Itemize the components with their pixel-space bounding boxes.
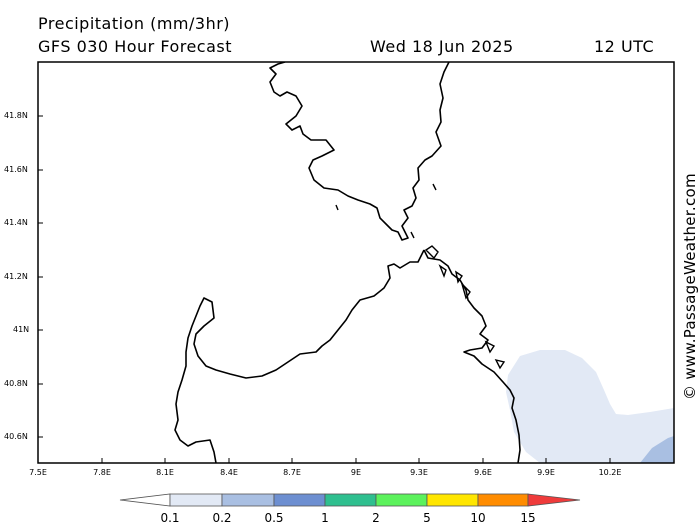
colorbar-segment <box>324 493 377 507</box>
colorbar-label: 15 <box>520 511 536 525</box>
colorbar-segment <box>221 493 275 507</box>
colorbar-right-arrow <box>527 493 581 507</box>
colorbar-label: 2 <box>372 511 380 525</box>
lat-label: 40.8N <box>4 379 28 388</box>
lat-label: 41.2N <box>4 272 28 281</box>
sardinia-north-coast <box>174 249 425 463</box>
colorbar-label: 5 <box>423 511 431 525</box>
colorbar-segment <box>169 493 223 507</box>
lat-label: 41.4N <box>4 218 28 227</box>
lon-label: 9.9E <box>537 468 555 477</box>
precip-light-area <box>506 350 674 463</box>
forecast-time: 12 UTC <box>594 37 655 56</box>
colorbar-label: 0.1 <box>160 511 180 525</box>
sardinia-islands <box>424 245 506 370</box>
site-credit: © www.PassageWeather.com <box>681 173 699 400</box>
lon-ticks <box>37 458 611 463</box>
lon-label: 9.3E <box>410 468 428 477</box>
corsica-tip-islets <box>335 183 437 239</box>
lon-label: 8.4E <box>220 468 238 477</box>
lon-label: 8.7E <box>283 468 301 477</box>
lon-label: 10.2E <box>598 468 622 477</box>
lon-label: 9E <box>350 468 362 477</box>
precip-medium-area <box>640 436 674 463</box>
sardinia-coastline <box>423 249 521 463</box>
colorbar <box>119 493 581 507</box>
lon-label: 8.1E <box>156 468 174 477</box>
lat-label: 40.6N <box>4 432 28 441</box>
lat-label: 41.8N <box>4 111 28 120</box>
lon-label: 7.8E <box>93 468 111 477</box>
colorbar-left-arrow <box>119 493 171 507</box>
colorbar-segment <box>375 493 428 507</box>
colorbar-label: 10 <box>470 511 486 525</box>
corsica-coastline <box>269 62 450 241</box>
colorbar-label: 0.2 <box>212 511 232 525</box>
lat-ticks <box>38 115 43 438</box>
lat-label: 41.6N <box>4 165 28 174</box>
forecast-subtitle: GFS 030 Hour Forecast <box>38 37 233 56</box>
colorbar-segment <box>273 493 326 507</box>
forecast-date: Wed 18 Jun 2025 <box>370 37 514 56</box>
colorbar-label: 1 <box>321 511 329 525</box>
lat-label: 41N <box>13 325 30 334</box>
map-area <box>174 62 674 463</box>
colorbar-label: 0.5 <box>264 511 284 525</box>
colorbar-segment <box>477 493 529 507</box>
lon-label: 7.5E <box>29 468 47 477</box>
map-title: Precipitation (mm/3hr) <box>38 14 231 33</box>
colorbar-segment <box>426 493 479 507</box>
lon-label: 9.6E <box>474 468 492 477</box>
